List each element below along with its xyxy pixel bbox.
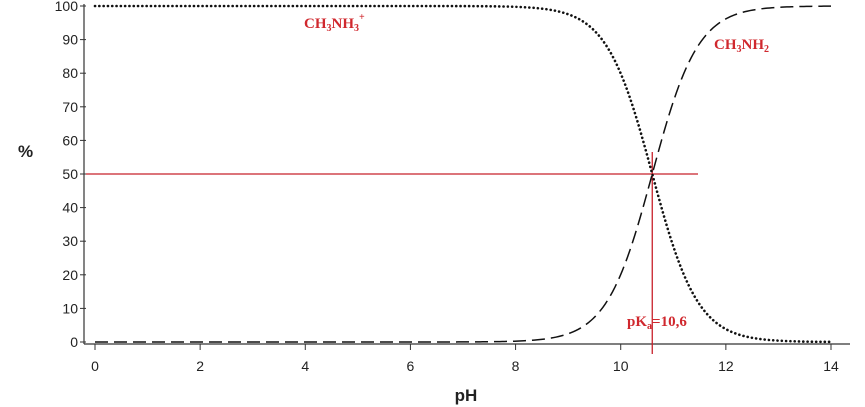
y-axis-title: % bbox=[18, 142, 33, 161]
series-line-1 bbox=[95, 5, 832, 343]
series-label-ch3nh3plus: CH3NH3+ bbox=[304, 12, 365, 34]
y-tick-label-0: 0 bbox=[70, 334, 78, 350]
axes: 0 10 20 30 40 50 60 70 80 90 100 0 2 4 6 8 10 12 14 bbox=[55, 0, 850, 374]
y-tick-label-90: 90 bbox=[62, 32, 78, 48]
x-tick-label-14: 14 bbox=[823, 358, 839, 374]
y-tick-label-60: 60 bbox=[62, 132, 78, 148]
reference-lines bbox=[86, 152, 698, 354]
x-tick-label-8: 8 bbox=[512, 358, 520, 374]
y-tick-label-40: 40 bbox=[62, 200, 78, 216]
x-tick-label-2: 2 bbox=[196, 358, 204, 374]
labels: % pH CH3NH3+ CH3NH2 pKa=10,6 bbox=[18, 12, 769, 405]
x-tick-label-0: 0 bbox=[91, 358, 99, 374]
y-tick-label-50: 50 bbox=[62, 166, 78, 182]
y-tick-label-30: 30 bbox=[62, 233, 78, 249]
x-tick-label-4: 4 bbox=[301, 358, 309, 374]
series-lines bbox=[93, 4, 833, 344]
series-label-ch3nh2: CH3NH2 bbox=[714, 37, 769, 55]
x-tick-label-6: 6 bbox=[407, 358, 415, 374]
y-tick-label-70: 70 bbox=[62, 99, 78, 115]
x-tick-label-10: 10 bbox=[613, 358, 629, 374]
y-tick-label-100: 100 bbox=[55, 0, 79, 14]
x-tick-label-12: 12 bbox=[718, 358, 734, 374]
y-tick-label-20: 20 bbox=[62, 267, 78, 283]
x-axis-title: pH bbox=[455, 386, 478, 405]
pka-annotation: pKa=10,6 bbox=[627, 314, 687, 332]
y-tick-label-10: 10 bbox=[62, 300, 78, 316]
y-tick-label-80: 80 bbox=[62, 65, 78, 81]
